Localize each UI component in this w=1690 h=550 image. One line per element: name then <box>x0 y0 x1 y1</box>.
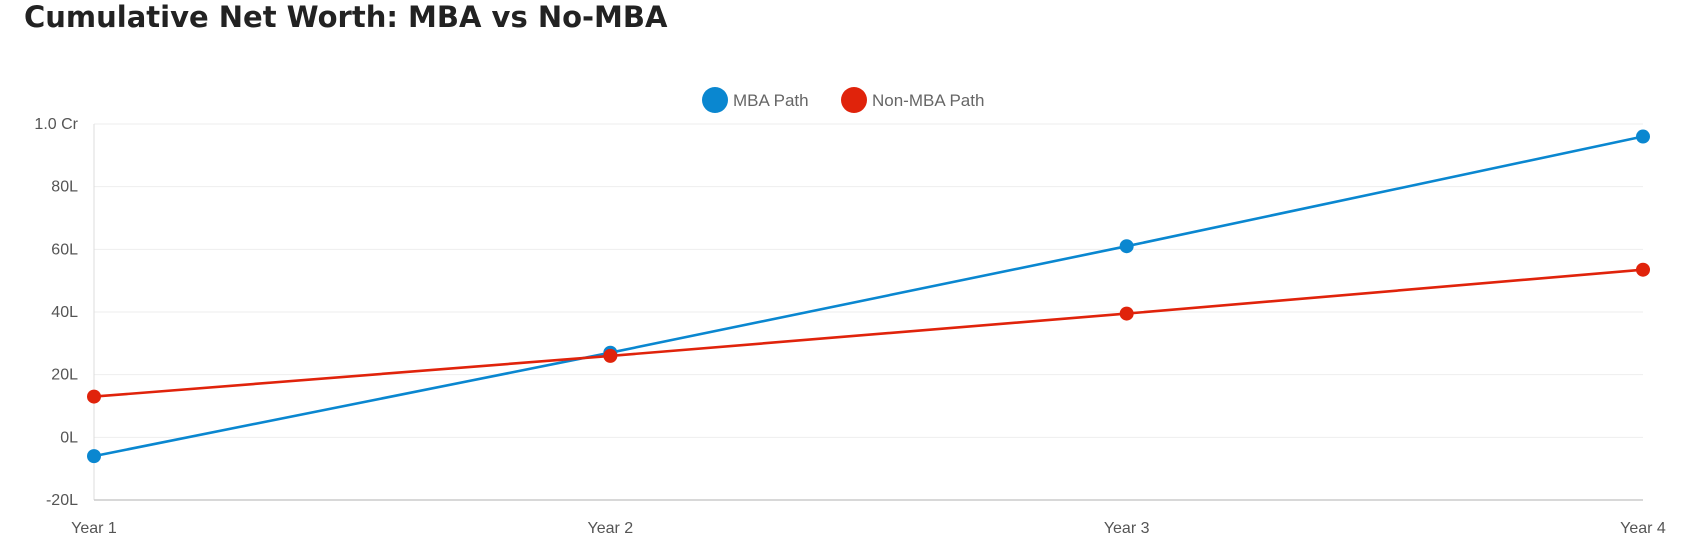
y-tick-label: 0L <box>60 429 78 446</box>
legend: MBA Path Non-MBA Path <box>702 87 984 113</box>
y-tick-label: 80L <box>51 179 78 196</box>
legend-marker[interactable] <box>841 87 867 113</box>
data-point-mba[interactable] <box>1636 129 1650 144</box>
chart-title: Cumulative Net Worth: MBA vs No-MBA <box>24 0 668 34</box>
y-axis-ticks: -20L 0L 20L 40L 60L 80L 1.0 Cr <box>34 116 78 509</box>
series-line-non-mba <box>93 268 1644 398</box>
legend-label[interactable]: Non-MBA Path <box>872 91 984 110</box>
y-tick-label: 1.0 Cr <box>34 116 78 133</box>
data-point-non-mba[interactable] <box>1636 262 1650 277</box>
legend-label[interactable]: MBA Path <box>733 91 809 110</box>
y-tick-label: 60L <box>51 241 78 258</box>
data-point-non-mba[interactable] <box>603 348 618 363</box>
data-point-non-mba[interactable] <box>87 389 101 404</box>
series-lines <box>87 129 1650 464</box>
axes <box>93 124 1643 501</box>
grid-lines <box>94 123 1643 438</box>
legend-marker[interactable] <box>702 87 728 113</box>
y-tick-label: 40L <box>51 304 78 321</box>
data-point-mba[interactable] <box>1119 239 1134 254</box>
x-tick-label: Year 4 <box>1620 520 1666 537</box>
series-line-mba <box>93 135 1644 458</box>
x-tick-label: Year 2 <box>587 520 633 537</box>
x-axis-ticks: Year 1 Year 2 Year 3 Year 4 <box>71 520 1666 537</box>
data-point-mba[interactable] <box>87 449 101 464</box>
x-tick-label: Year 3 <box>1104 520 1150 537</box>
x-tick-label: Year 1 <box>71 520 117 537</box>
y-tick-label: 20L <box>51 367 78 384</box>
y-tick-label: -20L <box>46 492 78 509</box>
data-point-non-mba[interactable] <box>1119 306 1134 321</box>
